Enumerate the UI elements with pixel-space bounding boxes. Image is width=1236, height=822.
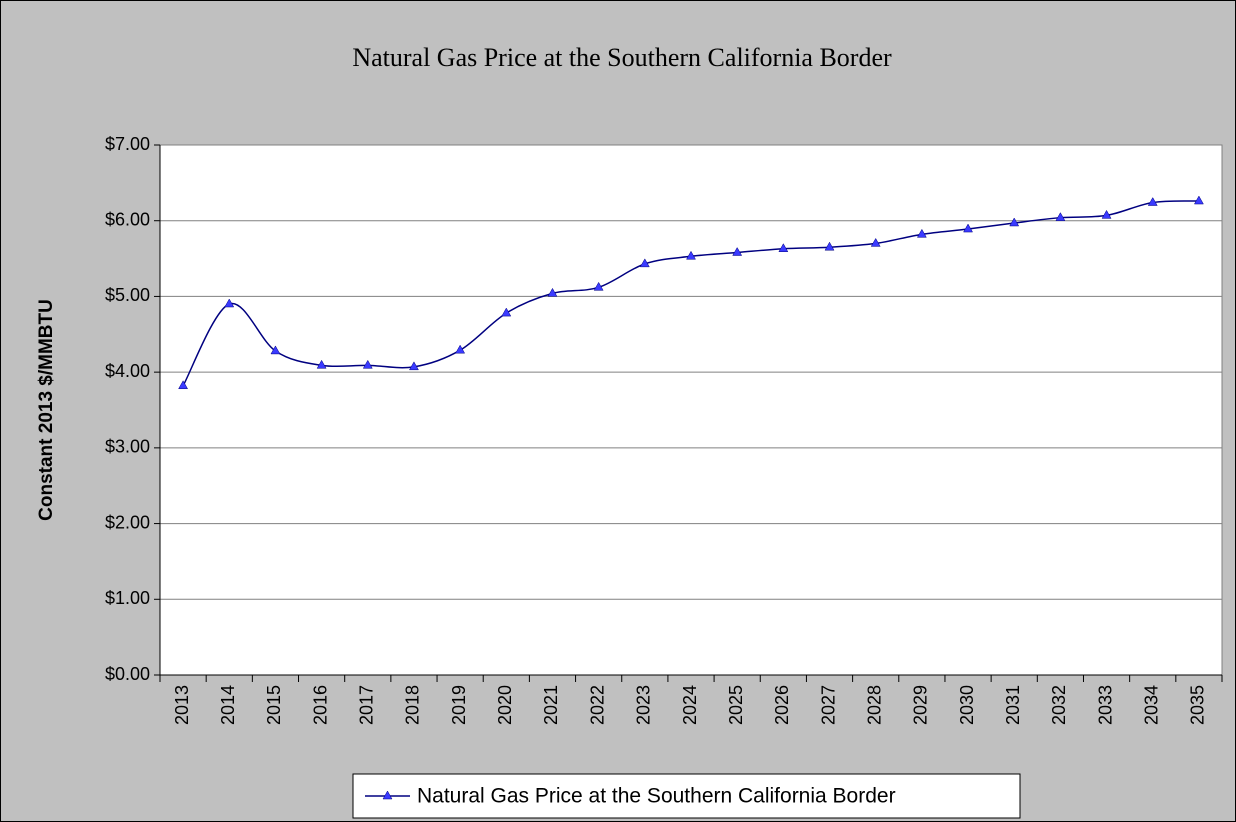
data-point	[593, 281, 604, 291]
x-tick-label: 2028	[864, 685, 884, 725]
data-point	[824, 241, 835, 251]
x-tick-label: 2035	[1188, 685, 1208, 725]
legend-box	[352, 773, 1021, 819]
legend-label: Natural Gas Price at the Southern Califo…	[417, 785, 896, 808]
y-tick-label: $5.00	[105, 285, 150, 305]
x-tick-label: 2025	[726, 685, 746, 725]
y-tick-label: $7.00	[105, 134, 150, 154]
data-point	[316, 359, 327, 369]
chart-title: Natural Gas Price at the Southern Califo…	[352, 43, 892, 72]
data-point	[270, 345, 281, 355]
x-tick-label: 2032	[1049, 685, 1069, 725]
x-tick-label: 2021	[541, 685, 561, 725]
data-point	[501, 307, 512, 317]
y-tick-label: $0.00	[105, 664, 150, 684]
x-tick-label: 2031	[1003, 685, 1023, 725]
plot-area	[159, 144, 1223, 676]
data-point	[916, 228, 927, 238]
data-point	[178, 380, 189, 390]
data-point	[1009, 217, 1020, 227]
legend-marker	[382, 790, 393, 800]
data-point	[224, 298, 235, 308]
y-tick-label: $6.00	[105, 209, 150, 229]
data-point	[1147, 197, 1158, 206]
x-tick-label: 2013	[172, 685, 192, 725]
data-point	[870, 237, 881, 247]
data-point	[547, 287, 558, 297]
x-tick-label: 2015	[264, 685, 284, 725]
x-tick-label: 2024	[680, 685, 700, 725]
x-tick-label: 2016	[310, 685, 330, 725]
data-point	[1055, 212, 1066, 221]
x-tick-label: 2017	[357, 685, 377, 725]
data-point	[732, 247, 743, 256]
x-tick-label: 2018	[403, 685, 423, 725]
y-tick-label: $3.00	[105, 437, 150, 457]
data-point	[963, 223, 973, 233]
y-tick-label: $2.00	[105, 512, 150, 532]
data-point	[1101, 209, 1112, 219]
data-point	[362, 359, 373, 369]
x-tick-label: 2014	[218, 685, 238, 725]
x-tick-label: 2022	[587, 685, 607, 725]
y-axis-label: Constant 2013 $/MMBTU	[36, 299, 57, 521]
data-point	[409, 361, 419, 371]
x-tick-label: 2030	[957, 685, 977, 725]
data-point	[1193, 195, 1204, 205]
x-tick-label: 2027	[818, 685, 838, 725]
data-point	[778, 243, 789, 252]
x-tick-label: 2019	[449, 685, 469, 725]
x-tick-label: 2034	[1141, 685, 1161, 725]
x-tick-label: 2023	[634, 685, 654, 725]
data-point	[686, 250, 696, 260]
y-tick-label: $1.00	[105, 588, 150, 608]
data-point	[639, 258, 650, 268]
x-tick-label: 2026	[772, 685, 792, 725]
x-tick-label: 2020	[495, 685, 515, 725]
x-tick-label: 2029	[911, 685, 931, 725]
data-point	[455, 344, 466, 354]
y-tick-label: $4.00	[105, 361, 150, 381]
x-tick-label: 2033	[1095, 685, 1115, 725]
